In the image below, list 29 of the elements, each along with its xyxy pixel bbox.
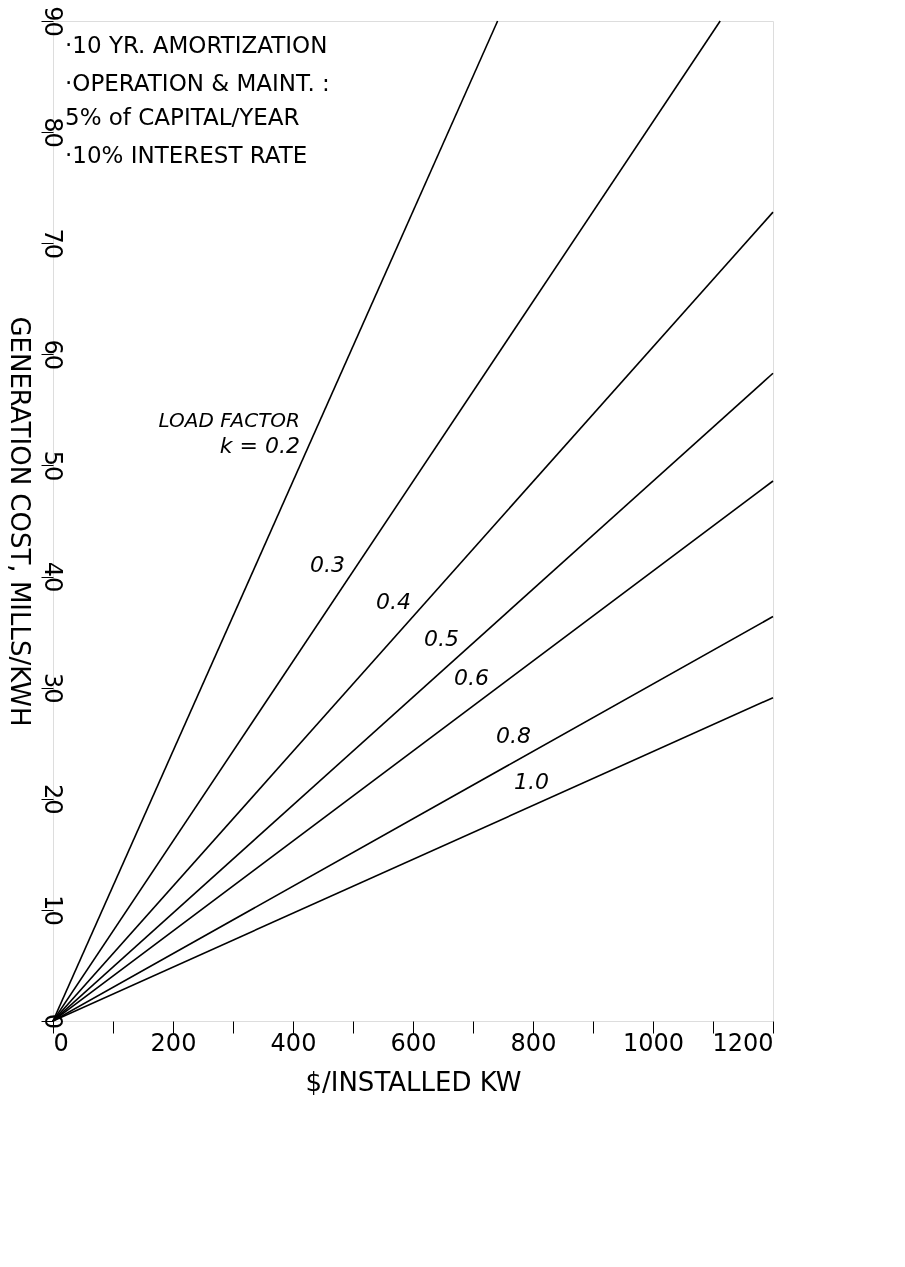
x-tick-label: 1200: [712, 1028, 774, 1057]
y-tick-label: 20: [38, 784, 67, 815]
series-label: 1.0: [514, 769, 549, 795]
x-tick-label: 1000: [622, 1028, 685, 1057]
y-tick-label: 50: [38, 450, 67, 482]
x-tick-label: 400: [270, 1028, 317, 1057]
y-tick-label: 80: [38, 117, 67, 148]
annotation: ·OPERATION & MAINT. :: [65, 70, 330, 96]
y-tick-label: 10: [38, 895, 67, 926]
y-tick-label: 60: [38, 339, 67, 371]
series-label: 0.4: [376, 588, 411, 614]
annotation: LOAD FACTOR: [158, 407, 300, 432]
y-tick-label: 90: [38, 6, 67, 37]
x-tick-label: 200: [150, 1028, 197, 1057]
x-tick-label: 600: [390, 1028, 437, 1057]
x-tick-label: 800: [510, 1028, 557, 1057]
series-label: 0.6: [454, 664, 489, 690]
y-tick-label: 40: [38, 561, 67, 593]
y-tick-label: 30: [38, 672, 67, 704]
annotation: ·10 YR. AMORTIZATION: [65, 32, 328, 58]
series-label: 0.5: [424, 625, 459, 651]
y-axis-title: GENERATION COST, MILLS/KWH: [4, 316, 35, 727]
series-label: 0.8: [496, 723, 531, 749]
series-label: 0.3: [310, 552, 345, 578]
y-tick-label: 70: [38, 228, 67, 259]
series-label: k = 0.2: [219, 432, 300, 458]
x-axis-title: $/INSTALLED KW: [305, 1066, 522, 1097]
annotation: 5% of CAPITAL/YEAR: [65, 104, 300, 130]
annotation: ·10% INTEREST RATE: [65, 142, 308, 168]
